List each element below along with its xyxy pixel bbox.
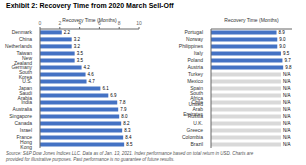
svg-text:3.5: 3.5 xyxy=(77,51,84,56)
svg-text:9.5: 9.5 xyxy=(283,51,290,56)
svg-text:9.8: 9.8 xyxy=(285,65,292,70)
svg-text:3.2: 3.2 xyxy=(74,44,81,49)
svg-text:6.1: 6.1 xyxy=(102,86,109,91)
svg-text:9.7: 9.7 xyxy=(284,58,291,63)
svg-text:N/A: N/A xyxy=(283,142,291,147)
svg-text:3.5: 3.5 xyxy=(77,58,84,63)
svg-text:0: 0 xyxy=(39,20,42,26)
svg-text:N/A: N/A xyxy=(283,100,291,105)
svg-text:China: China xyxy=(19,36,32,42)
svg-text:Israel: Israel xyxy=(20,127,32,133)
svg-text:Portugal: Portugal xyxy=(184,29,203,35)
svg-text:Recovery Time (Months): Recovery Time (Months) xyxy=(224,17,279,23)
svg-text:N/A: N/A xyxy=(283,128,291,133)
svg-text:N/A: N/A xyxy=(283,107,291,112)
svg-text:Italy: Italy xyxy=(194,50,204,56)
svg-text:7.9: 7.9 xyxy=(120,107,127,112)
svg-text:Norway: Norway xyxy=(186,36,203,42)
svg-text:3.2: 3.2 xyxy=(74,37,81,42)
svg-text:N/A: N/A xyxy=(283,135,291,140)
svg-text:India: India xyxy=(21,99,32,105)
svg-text:N/A: N/A xyxy=(283,114,291,119)
svg-text:7.8: 7.8 xyxy=(119,100,126,105)
svg-text:N/A: N/A xyxy=(283,79,291,84)
svg-text:N/A: N/A xyxy=(283,93,291,98)
svg-text:2.2: 2.2 xyxy=(64,30,71,35)
svg-text:4.7: 4.7 xyxy=(89,79,96,84)
svg-text:9.0: 9.0 xyxy=(279,37,286,42)
svg-text:8.9: 8.9 xyxy=(279,30,286,35)
svg-text:8.3: 8.3 xyxy=(124,128,131,133)
svg-text:HongKong: HongKong xyxy=(20,139,32,150)
svg-text:2: 2 xyxy=(58,20,61,26)
svg-text:U.S.: U.S. xyxy=(22,78,32,84)
svg-text:4.2: 4.2 xyxy=(84,65,91,70)
svg-text:8.2: 8.2 xyxy=(123,121,130,126)
svg-text:Singapore: Singapore xyxy=(9,113,32,119)
svg-text:Philippines: Philippines xyxy=(179,43,204,49)
svg-text:Brazil: Brazil xyxy=(190,141,203,147)
svg-text:10: 10 xyxy=(136,20,142,26)
svg-text:Mexico: Mexico xyxy=(187,78,203,84)
svg-text:6.9: 6.9 xyxy=(110,93,117,98)
svg-text:9.0: 9.0 xyxy=(279,44,286,49)
svg-text:Australia: Australia xyxy=(13,106,33,112)
svg-text:Denmark: Denmark xyxy=(12,29,33,35)
svg-text:Netherlands: Netherlands xyxy=(8,43,32,49)
svg-text:Russia: Russia xyxy=(188,113,204,119)
svg-text:Austria: Austria xyxy=(187,64,203,70)
svg-text:8.0: 8.0 xyxy=(121,114,128,119)
svg-text:N/A: N/A xyxy=(283,86,291,91)
svg-text:4.6: 4.6 xyxy=(88,72,95,77)
svg-text:Poland: Poland xyxy=(187,57,203,63)
svg-text:Colombia: Colombia xyxy=(182,134,203,140)
svg-text:N/A: N/A xyxy=(283,72,291,77)
svg-text:Turkey: Turkey xyxy=(188,71,204,77)
svg-text:U.K.: U.K. xyxy=(193,120,203,126)
svg-text:8.4: 8.4 xyxy=(125,135,132,140)
svg-text:8.5: 8.5 xyxy=(126,142,133,147)
svg-text:N/A: N/A xyxy=(283,121,291,126)
svg-text:Greece: Greece xyxy=(187,127,204,133)
svg-text:Canada: Canada xyxy=(14,120,32,126)
svg-text:Recovery Time (Months): Recovery Time (Months) xyxy=(62,17,117,23)
svg-text:8: 8 xyxy=(118,20,121,26)
